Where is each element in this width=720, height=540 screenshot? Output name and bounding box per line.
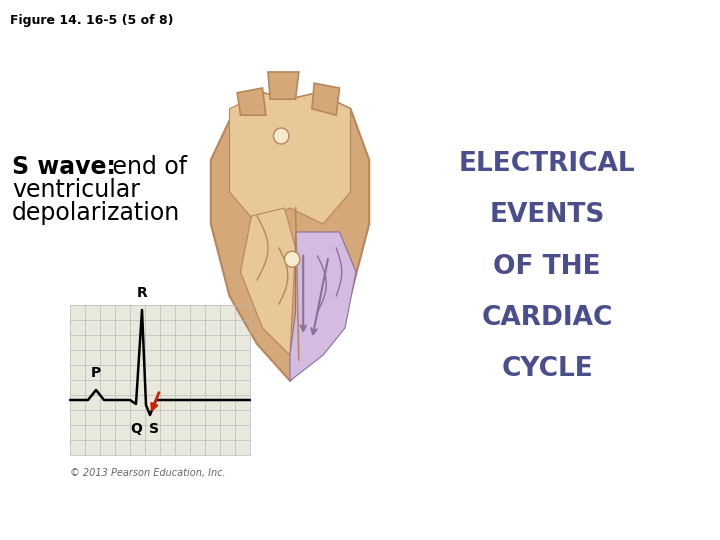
Polygon shape [268, 72, 299, 99]
Ellipse shape [284, 251, 300, 267]
Polygon shape [70, 305, 250, 455]
Text: ELECTRICAL: ELECTRICAL [459, 151, 636, 177]
Text: S wave:: S wave: [12, 155, 116, 179]
Text: CYCLE: CYCLE [501, 356, 593, 382]
Text: CARDIAC: CARDIAC [482, 305, 613, 331]
Text: OF THE: OF THE [493, 254, 601, 280]
Text: depolarization: depolarization [12, 201, 180, 225]
Text: Figure 14. 16-5 (5 of 8): Figure 14. 16-5 (5 of 8) [10, 14, 174, 27]
Polygon shape [240, 208, 295, 355]
Text: ventricular: ventricular [12, 178, 140, 202]
Text: end of: end of [105, 155, 187, 179]
Polygon shape [290, 232, 356, 381]
Text: S: S [149, 422, 159, 436]
Polygon shape [312, 83, 340, 115]
Text: © 2013 Pearson Education, Inc.: © 2013 Pearson Education, Inc. [70, 468, 225, 478]
Text: Q: Q [130, 422, 142, 436]
Polygon shape [230, 93, 351, 224]
Text: R: R [137, 286, 148, 300]
Text: P: P [91, 366, 101, 380]
Text: EVENTS: EVENTS [490, 202, 605, 228]
Ellipse shape [274, 128, 289, 144]
Polygon shape [237, 88, 266, 115]
Polygon shape [211, 93, 369, 381]
